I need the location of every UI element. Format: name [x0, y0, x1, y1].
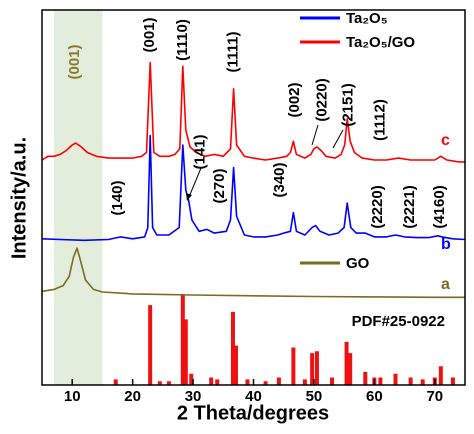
peak-annotation: (141) [191, 134, 208, 169]
peak-annotation: (001) [66, 44, 83, 79]
reference-bar [215, 379, 220, 385]
x-tick-label: 30 [185, 388, 202, 405]
reference-bar [438, 366, 443, 385]
line [41, 134, 466, 242]
x-tick-label: 20 [124, 388, 141, 405]
reference-bar [408, 377, 413, 385]
x-axis-label: 2 Theta/degrees [177, 402, 329, 424]
reference-bar [330, 377, 335, 385]
reference-bar [363, 371, 368, 385]
peak-annotation: (140) [109, 180, 126, 215]
peak-annotation: (1112) [371, 99, 388, 141]
legend-label: GO [346, 255, 370, 272]
peak-annotation: (270) [211, 168, 228, 203]
peak-annotation: (001) [141, 17, 158, 52]
arrow [188, 167, 202, 198]
curve-label: b [441, 236, 451, 253]
x-tick-label: 40 [245, 388, 262, 405]
y-axis-label: Intensity/a.u. [8, 137, 30, 259]
legend-label: Ta₂O₅ [346, 10, 388, 27]
reference-bar [189, 373, 194, 385]
peak-annotation: (1111) [225, 32, 242, 73]
reference-bar [183, 319, 188, 385]
reference-bar [180, 295, 185, 385]
peak-annotation: (002) [286, 82, 303, 117]
highlight-band [54, 10, 103, 385]
reference-bar [314, 351, 319, 385]
reference-bar [245, 379, 250, 385]
peak-annotation: (2151) [339, 83, 356, 126]
peak-annotation: (0220) [313, 78, 330, 121]
underlay [54, 10, 103, 385]
peak-annotation: (1110) [174, 19, 191, 61]
reference-bar [166, 381, 171, 385]
reference-bar [420, 379, 425, 385]
reference-bar [310, 353, 315, 385]
reference-bar [344, 341, 349, 385]
reference-bar [230, 311, 235, 385]
reference-bar [393, 373, 398, 385]
legend-label: Ta₂O₅/GO [346, 34, 415, 51]
curve-label: a [441, 276, 450, 293]
reference-bar [378, 377, 383, 385]
reference-bar [450, 377, 455, 385]
reference-bar [113, 379, 118, 385]
plot-area [41, 61, 466, 385]
reference-bar [302, 379, 307, 385]
x-tick-label: 10 [64, 388, 81, 405]
arrow-head [186, 193, 192, 201]
reference-bar [276, 377, 281, 385]
reference-bar [148, 305, 153, 385]
line [41, 61, 465, 163]
reference-label: PDF#25-0922 [352, 313, 445, 330]
reference-bar [263, 381, 268, 385]
x-tick-label: 50 [306, 388, 323, 405]
peak-annotation: (4160) [431, 185, 448, 228]
curve-label: c [441, 132, 450, 149]
reference-bar [157, 381, 162, 385]
arrow [332, 129, 344, 149]
reference-bar [209, 377, 214, 385]
peak-annotation: (2220) [369, 185, 386, 228]
peak-annotation: (2221) [401, 185, 418, 228]
x-tick-label: 70 [426, 388, 443, 405]
x-tick-label: 60 [366, 388, 383, 405]
line [41, 247, 465, 299]
reference-bar [348, 353, 353, 385]
peak-annotation: (340) [271, 162, 288, 197]
arrow [311, 124, 319, 146]
reference-bar [233, 345, 238, 385]
reference-bar [291, 347, 296, 385]
